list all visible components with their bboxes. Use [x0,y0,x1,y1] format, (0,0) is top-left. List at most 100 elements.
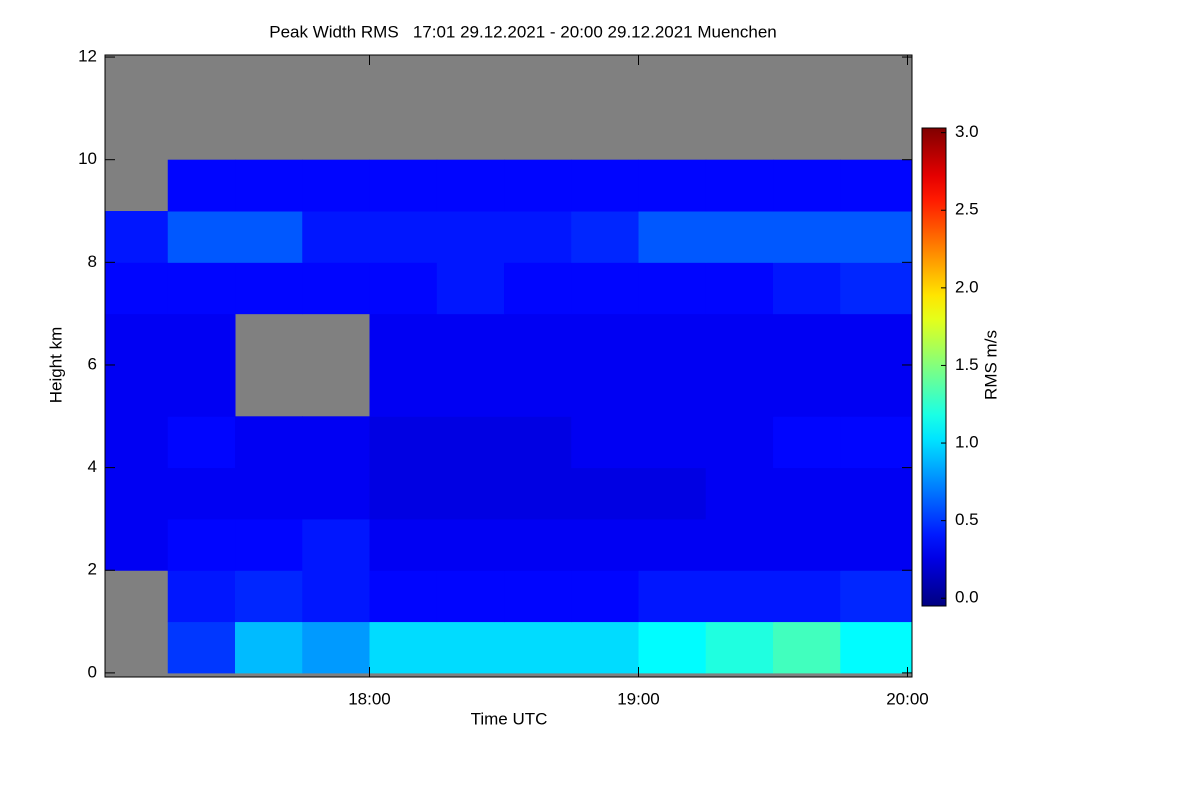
heatmap-cell [105,416,169,469]
heatmap-cell [167,467,236,520]
heatmap-cell [840,211,913,263]
heatmap-cell [840,416,913,469]
heatmap-cell [504,262,572,315]
x-tick-label: 20:00 [886,689,929,708]
heatmap-cell [369,416,438,469]
heatmap-cell [167,262,236,315]
heatmap-cell [705,467,774,520]
heatmap-cell [840,364,913,417]
heatmap-cell [504,416,572,469]
heatmap-cell [105,262,169,315]
heatmap-cell [504,621,572,674]
heatmap-cell [302,621,371,674]
heatmap-cell [571,262,640,315]
y-tick-label: 8 [88,252,97,271]
heatmap-cell [571,621,640,674]
heatmap-cell [638,313,707,366]
x-axis-label: Time UTC [471,709,548,728]
heatmap-cell [105,364,169,417]
heatmap-cell [105,313,169,366]
heatmap-cell [504,467,572,520]
heatmap-cell [840,518,913,571]
y-tick-label: 6 [88,354,97,373]
colorbar-tick-label: 1.5 [955,355,979,374]
heatmap-cell [571,518,640,571]
y-tick-label: 0 [88,662,97,681]
heatmap-cell [436,621,505,674]
heatmap-cell [504,570,572,623]
heatmap-cell [773,159,841,212]
heatmap-cell [436,570,505,623]
heatmap-cell [369,518,438,571]
heatmap-cell [638,570,707,623]
x-tick-label: 18:00 [348,689,391,708]
heatmap-cell [705,262,774,315]
heatmap-cell [638,416,707,469]
heatmap-cell [302,416,371,469]
y-tick-label: 12 [78,47,97,66]
heatmap-cell [638,621,707,674]
heatmap-cell [302,262,371,315]
y-tick-label: 4 [88,457,97,476]
heatmap-cell [840,262,913,315]
heatmap-cell [638,467,707,520]
heatmap-cell [638,159,707,212]
heatmap-cell [705,211,774,263]
heatmap-cell [167,518,236,571]
heatmap-cell [705,621,774,674]
colorbar-tick-label: 2.5 [955,200,979,219]
heatmap-cell [235,159,303,212]
heatmap-cell [436,262,505,315]
heatmap-cell [571,211,640,263]
heatmap-cell [571,364,640,417]
heatmap-cell [773,313,841,366]
heatmap-cell [235,262,303,315]
heatmap-cell [105,211,169,263]
heatmap-cell [436,159,505,212]
heatmap-cell [840,159,913,212]
heatmap-cell [235,570,303,623]
heatmap-cell [504,211,572,263]
heatmap-cell [235,211,303,263]
heatmap-cell [167,364,236,417]
heatmap-cell [302,159,371,212]
heatmap-cell [638,262,707,315]
heatmap-cell [167,159,236,212]
heatmap-cell [571,313,640,366]
heatmap-cell [369,467,438,520]
heatmap-cell [436,518,505,571]
heatmap-cell [302,467,371,520]
heatmap-cell [705,570,774,623]
heatmap-cell [369,262,438,315]
heatmap-cell [504,313,572,366]
heatmap-cell [235,621,303,674]
x-tick-label: 19:00 [617,689,660,708]
heatmap-cell [504,518,572,571]
heatmap-cell [235,467,303,520]
heatmap-cell [773,262,841,315]
heatmap-cell [504,159,572,212]
heatmap-cell [840,621,913,674]
y-tick-label: 2 [88,560,97,579]
heatmap-cell [705,416,774,469]
heatmap-cell [571,416,640,469]
heatmap-cell [638,518,707,571]
heatmap-cell [235,416,303,469]
heatmap-cell [167,211,236,263]
y-axis-label: Height km [46,327,65,404]
heatmap-cell [167,416,236,469]
heatmap-cell [167,570,236,623]
heatmap-cell [436,467,505,520]
heatmap-cell [167,313,236,366]
heatmap-cell [302,518,371,571]
colorbar-tick-label: 3.0 [955,122,979,141]
heatmap-cell [571,159,640,212]
heatmap-cell [840,467,913,520]
heatmap-cell [773,518,841,571]
heatmap-cell [167,621,236,674]
heatmap-cell [504,364,572,417]
colorbar-tick-label: 0.0 [955,588,979,607]
heatmap-cell [705,313,774,366]
heatmap-cell [302,570,371,623]
